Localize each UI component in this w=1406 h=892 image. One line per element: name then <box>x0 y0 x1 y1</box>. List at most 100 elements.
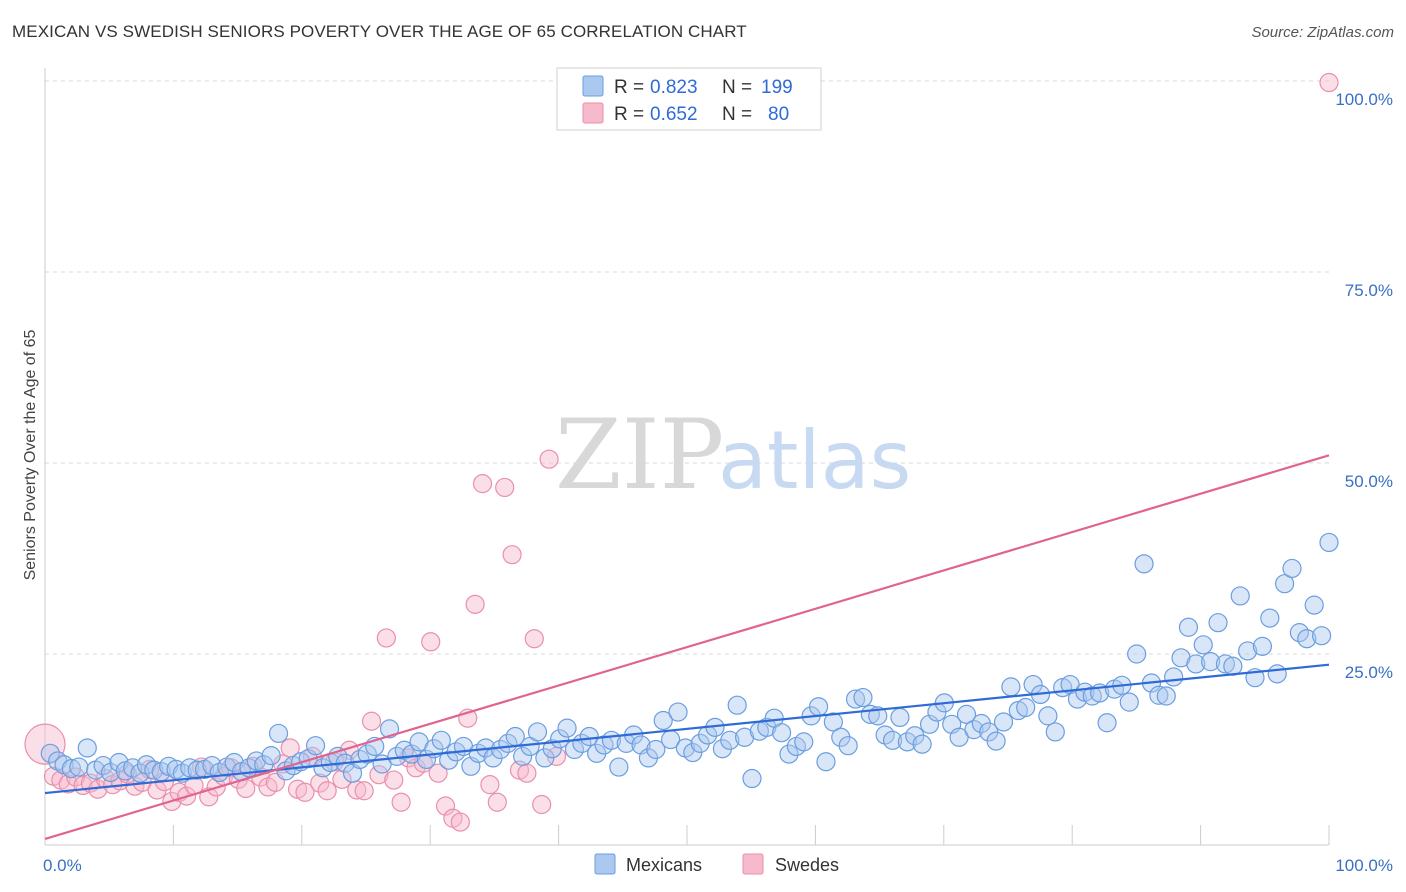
mexicans-point <box>513 746 533 766</box>
mexicans-point <box>1156 686 1176 706</box>
mexicans-point <box>187 760 207 780</box>
swedes-point <box>539 449 559 469</box>
chart-source: Source: ZipAtlas.com <box>1251 24 1394 41</box>
mexicans-point <box>1297 629 1317 649</box>
axes <box>44 68 1330 846</box>
mexicans-point <box>1275 574 1295 594</box>
swedes-point <box>24 723 66 765</box>
mexicans-point <box>1038 706 1058 726</box>
legend-r-label-1: R = <box>614 77 644 98</box>
mexicans-point <box>579 726 599 747</box>
mexicans-point <box>993 712 1014 732</box>
mexicans-point <box>912 734 932 754</box>
bottom-legend-swatch-mexicans <box>594 853 616 875</box>
legend-swatch-mexicans <box>582 75 604 97</box>
swedes-point <box>361 711 382 731</box>
swedes-point <box>435 796 456 816</box>
swedes-point <box>384 770 404 790</box>
mexicans-point <box>1201 652 1221 672</box>
y-tick-label: 100.0% <box>1335 90 1393 109</box>
mexicans-point <box>61 758 82 779</box>
mexicans-point <box>1097 713 1117 733</box>
mexicans-point <box>261 746 281 766</box>
swedes-point <box>369 765 389 785</box>
swedes-point <box>354 781 374 801</box>
mexicans-point <box>1238 641 1258 661</box>
legend: R = 0.823 N = 199 R = 0.652 N = 80 <box>556 67 822 131</box>
mexicans-point <box>779 744 799 764</box>
mexicans-point <box>1215 654 1236 674</box>
mexicans-point <box>1304 595 1324 615</box>
mexicans-point <box>794 732 814 752</box>
legend-r-label-2: R = <box>614 104 644 125</box>
mexicans-point <box>771 723 792 743</box>
watermark-atlas: atlas <box>718 414 911 507</box>
mexicans-point <box>1016 697 1036 718</box>
swedes-point <box>532 794 552 815</box>
watermark-zip: ZIP <box>555 399 724 511</box>
mexicans-point <box>1252 636 1273 656</box>
mexicans-point <box>542 739 562 759</box>
bottom-legend-mexicans: Mexicans <box>626 855 702 875</box>
swedes-point <box>421 632 441 652</box>
mexicans-point <box>1164 667 1184 687</box>
swedes-point <box>428 763 448 783</box>
mexicans-points <box>40 532 1339 789</box>
mexicans-point <box>1193 635 1213 655</box>
legend-n-value-1: 199 <box>761 77 793 98</box>
legend-r-value-2: 0.652 <box>650 104 698 125</box>
mexicans-trend-line <box>44 663 1330 795</box>
mexicans-point <box>357 744 377 764</box>
y-tick-label: 25.0% <box>1345 663 1393 682</box>
mexicans-point <box>1186 654 1206 674</box>
mexicans-point <box>1230 586 1250 606</box>
mexicans-point <box>1208 613 1228 633</box>
mexicans-point <box>1319 532 1339 553</box>
mexicans-point <box>956 704 977 724</box>
mexicans-point <box>838 736 858 756</box>
mexicans-point <box>845 689 866 709</box>
mexicans-point <box>69 757 89 777</box>
y-axis-label: Seniors Poverty Over the Age of 65 <box>22 330 39 581</box>
mexicans-point <box>808 697 829 717</box>
legend-n-value-2: 80 <box>768 104 789 125</box>
bottom-legend-swedes: Swedes <box>775 855 839 875</box>
x-tick-label: 0.0% <box>43 856 82 875</box>
mexicans-point <box>1223 656 1243 676</box>
mexicans-point <box>853 687 873 708</box>
bottom-legend-swatch-swedes <box>742 853 764 875</box>
mexicans-point <box>986 731 1006 751</box>
mexicans-point <box>646 739 666 760</box>
mexicans-point <box>431 730 451 750</box>
swedes-point <box>465 594 485 614</box>
swedes-point <box>502 545 522 565</box>
swedes-point <box>524 629 544 649</box>
mexicans-point <box>379 719 400 739</box>
mexicans-point <box>1282 558 1302 579</box>
mexicans-point <box>1119 692 1139 712</box>
y-tick-label: 50.0% <box>1345 472 1393 491</box>
mexicans-point <box>1001 677 1021 697</box>
mexicans-point <box>816 752 836 772</box>
mexicans-point <box>1045 722 1065 742</box>
legend-r-value-1: 0.823 <box>650 77 698 98</box>
mexicans-point <box>305 736 326 756</box>
swedes-point <box>450 812 470 832</box>
watermark: ZIP atlas <box>555 399 911 511</box>
mexicans-point <box>550 729 570 749</box>
swedes-point <box>487 792 507 812</box>
mexicans-point <box>1312 626 1332 646</box>
trend-lines <box>44 454 1330 840</box>
mexicans-point <box>202 755 222 776</box>
chart-title: MEXICAN VS SWEDISH SENIORS POVERTY OVER … <box>12 22 747 41</box>
x-tick-labels: 0.0% 100.0% <box>43 856 1393 875</box>
swedes-trend-line <box>44 454 1330 840</box>
swedes-point <box>310 773 330 793</box>
mexicans-point <box>402 744 422 764</box>
bottom-legend: Mexicans Swedes <box>594 853 839 875</box>
mexicans-point <box>1127 644 1147 664</box>
mexicans-point <box>527 722 548 742</box>
swedes-point <box>472 474 493 494</box>
mexicans-point <box>823 712 843 732</box>
